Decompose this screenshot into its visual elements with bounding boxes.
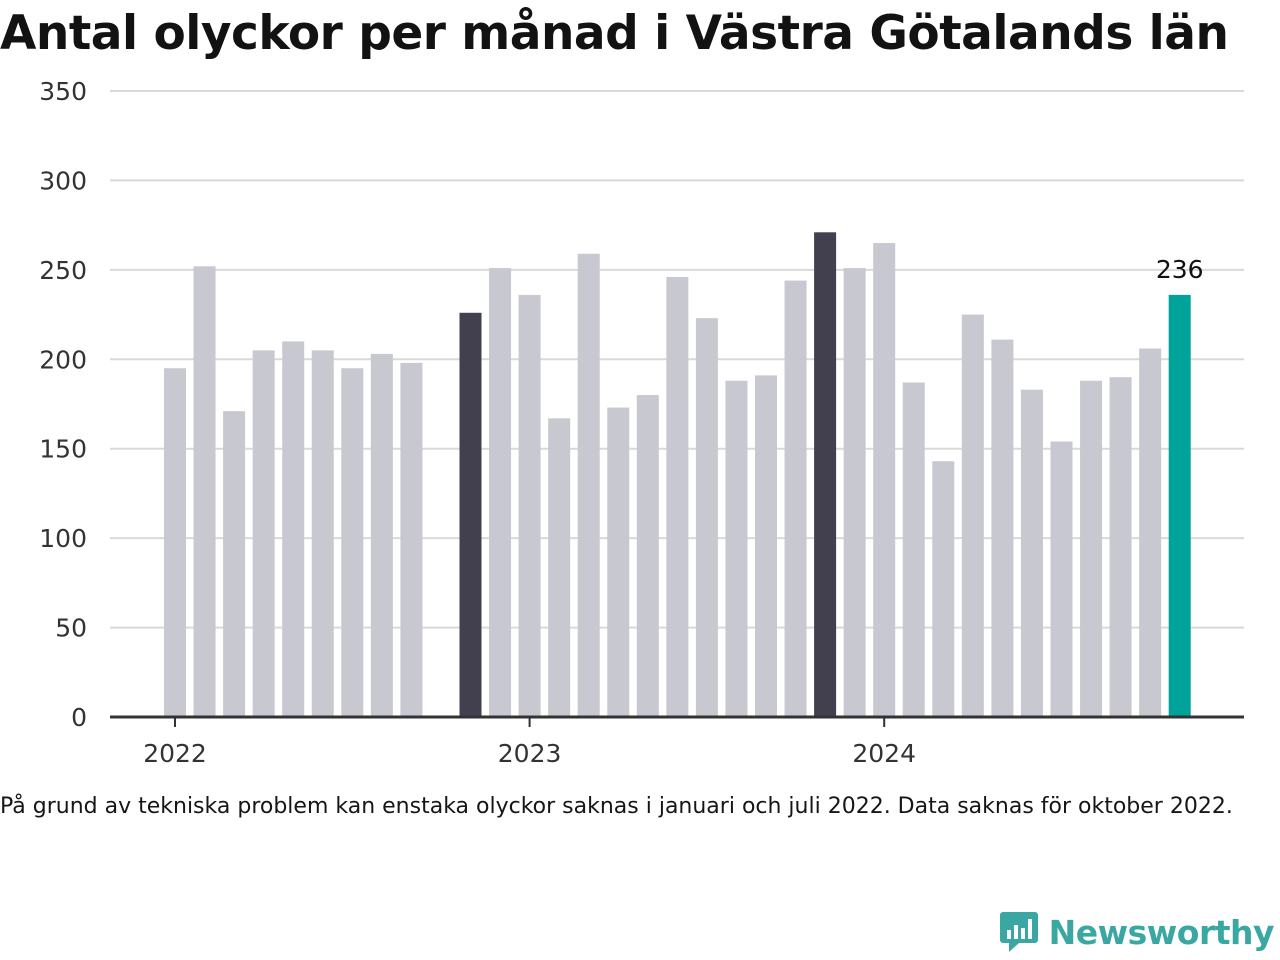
bar-2023-04 bbox=[607, 407, 630, 717]
bar-2024-02 bbox=[902, 382, 925, 717]
bar-2024-04 bbox=[961, 314, 984, 717]
bar-2022-04 bbox=[252, 350, 275, 717]
bar-2024-01 bbox=[873, 243, 896, 717]
data-labels: 236 bbox=[1156, 255, 1204, 284]
bar-2023-01 bbox=[518, 294, 541, 717]
newsworthy-chart-bubble-icon bbox=[999, 912, 1038, 952]
bars bbox=[164, 232, 1191, 717]
bar-2022-07 bbox=[341, 368, 364, 717]
y-tick-label: 100 bbox=[39, 524, 87, 553]
bar-2022-06 bbox=[311, 350, 334, 717]
bar-2023-12 bbox=[843, 268, 866, 717]
y-tick-label: 350 bbox=[39, 77, 87, 106]
bar-2023-10 bbox=[784, 280, 807, 717]
bar-2023-09 bbox=[755, 375, 777, 717]
bar-2024-03 bbox=[932, 461, 955, 717]
x-tick-label: 2023 bbox=[498, 739, 562, 768]
y-tick-label: 250 bbox=[39, 256, 87, 285]
y-tick-label: 200 bbox=[39, 345, 87, 374]
y-tick-label: 50 bbox=[55, 614, 87, 643]
bar-2023-02 bbox=[548, 418, 571, 717]
bar-2023-11 bbox=[814, 232, 837, 717]
bar-2023-07 bbox=[695, 318, 718, 717]
bar-2022-09 bbox=[400, 362, 423, 717]
brand-logo[interactable]: Newsworthy bbox=[999, 910, 1275, 954]
x-tick-label: 2022 bbox=[143, 739, 207, 768]
bar-2023-05 bbox=[636, 395, 659, 717]
x-axis-ticks: 2022 2023 2024 bbox=[143, 717, 916, 768]
bar-2024-08 bbox=[1080, 380, 1103, 717]
bar-2023-03 bbox=[577, 253, 600, 717]
bar-2022-02 bbox=[193, 266, 216, 717]
bar-2024-06 bbox=[1020, 389, 1043, 717]
bar-2022-03 bbox=[223, 411, 246, 717]
y-tick-label: 150 bbox=[39, 435, 87, 464]
y-axis-ticks: 0 50 100 150 200 250 300 350 bbox=[39, 77, 87, 732]
bar-2022-11 bbox=[459, 312, 482, 717]
chart-title: Antal olyckor per månad i Västra Götalan… bbox=[0, 6, 1229, 61]
bar-chart: 0 50 100 150 200 250 300 350 2022 2023 2024 236 bbox=[39, 77, 1244, 768]
brand-name: Newsworthy bbox=[1048, 912, 1275, 952]
bar-2024-11 bbox=[1168, 294, 1191, 717]
bar-2024-05 bbox=[991, 339, 1014, 717]
bar-2022-08 bbox=[370, 353, 393, 717]
footnote: På grund av tekniska problem kan enstaka… bbox=[0, 794, 1233, 819]
x-tick-label: 2024 bbox=[852, 739, 916, 768]
bar-2024-09 bbox=[1109, 377, 1132, 717]
bar-2023-06 bbox=[666, 277, 689, 717]
bar-2022-12 bbox=[489, 268, 512, 717]
bar-2022-05 bbox=[282, 341, 305, 717]
y-tick-label: 0 bbox=[71, 703, 87, 732]
bar-2024-10 bbox=[1139, 348, 1162, 717]
bar-2022-01 bbox=[164, 368, 186, 717]
bar-2024-07 bbox=[1050, 441, 1073, 717]
y-tick-label: 300 bbox=[39, 166, 87, 195]
bar-2023-08 bbox=[725, 380, 748, 717]
bar-value-label: 236 bbox=[1156, 255, 1204, 284]
